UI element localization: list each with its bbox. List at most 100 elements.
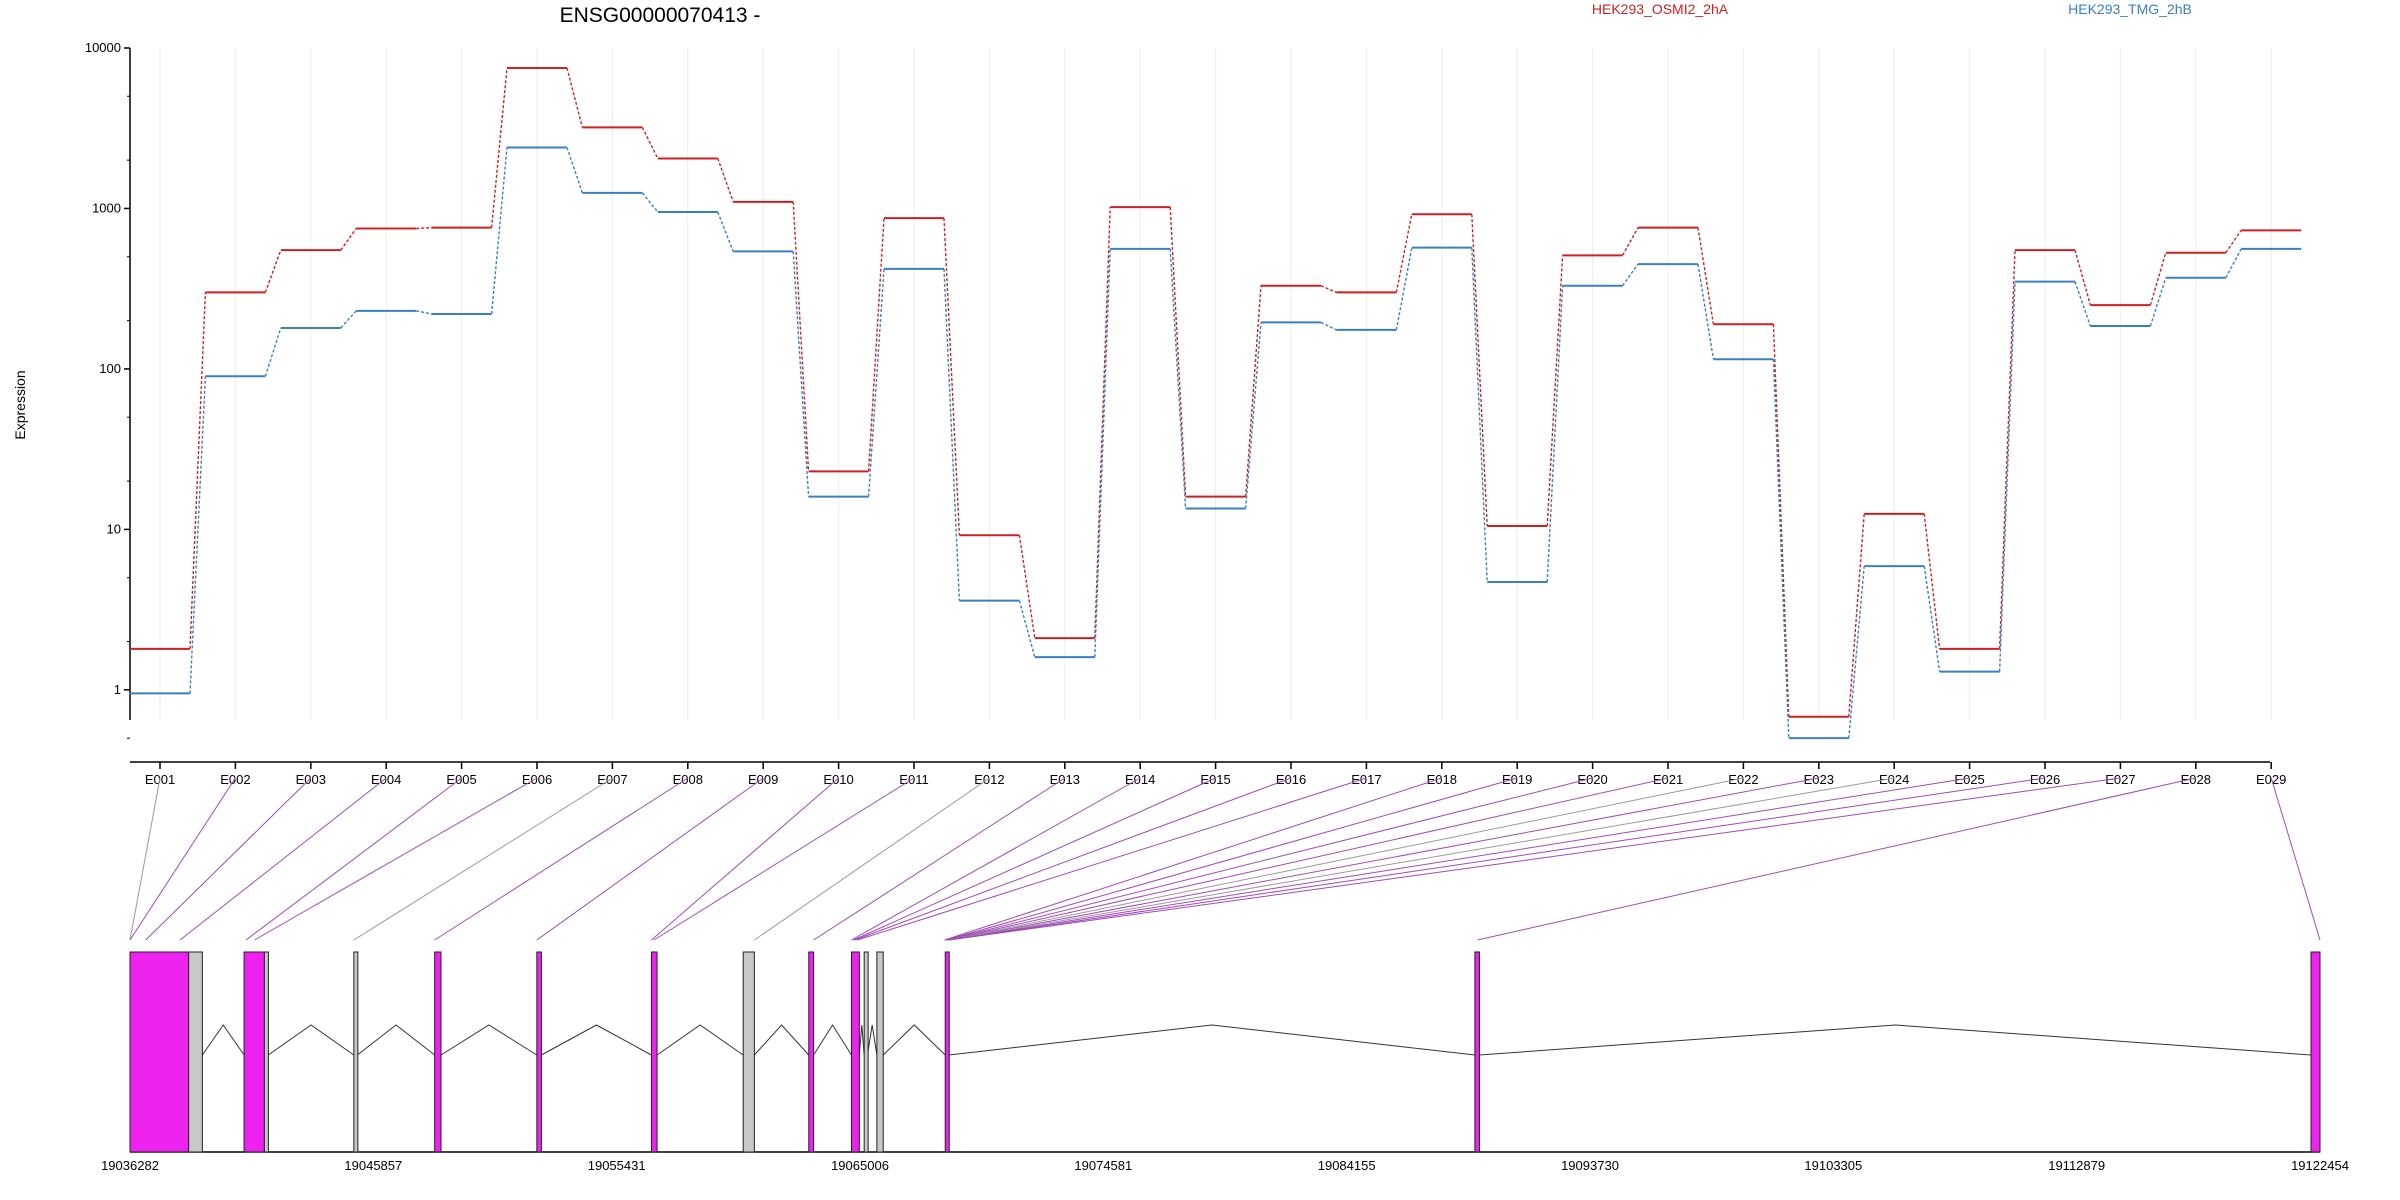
series-1-connector bbox=[416, 310, 432, 315]
series-1-connector bbox=[2149, 277, 2167, 327]
x-tick-label: E016 bbox=[1276, 772, 1306, 787]
series-1-connector bbox=[1546, 285, 1564, 583]
y-tick-label: 100 bbox=[99, 361, 121, 376]
exon-block bbox=[944, 951, 950, 1153]
series-1-connector bbox=[1244, 322, 1262, 509]
intron-chevron bbox=[858, 1024, 865, 1056]
exon-block bbox=[808, 951, 815, 1153]
series-0-connector bbox=[340, 228, 357, 251]
y-tick-label: 10 bbox=[107, 521, 121, 536]
series-1-connector bbox=[264, 327, 282, 377]
gene-model: 19036282 19045857 19055431 19065006 19074581… bbox=[101, 777, 2349, 1173]
exon-connector bbox=[245, 777, 462, 941]
series-1-connector bbox=[1018, 600, 1036, 658]
series-0-connector bbox=[1546, 255, 1564, 527]
series-0-connector bbox=[2149, 252, 2167, 306]
series-0-connector bbox=[641, 127, 659, 159]
gene-tick-label: 19122454 bbox=[2291, 1158, 2349, 1173]
series-0-connector bbox=[1923, 513, 1941, 649]
exon-connector bbox=[948, 777, 2121, 941]
x-tick-label: E006 bbox=[522, 772, 552, 787]
intron-block bbox=[863, 951, 869, 1153]
series-1-connector bbox=[1320, 321, 1337, 331]
series-0-connector bbox=[717, 158, 734, 203]
x-tick-label: E027 bbox=[2105, 772, 2135, 787]
gene-tick-label: 19036282 bbox=[101, 1158, 159, 1173]
series-0-connector bbox=[1320, 285, 1337, 294]
gene-tick-label: 19112879 bbox=[2048, 1158, 2105, 1173]
series-0-connector bbox=[566, 67, 584, 128]
series-0-connector bbox=[1244, 285, 1262, 497]
intron-chevron bbox=[866, 1024, 878, 1056]
series-0-connector bbox=[943, 218, 961, 536]
exon-connector bbox=[851, 777, 1141, 941]
series-0-connector bbox=[1094, 207, 1111, 639]
series-1-connector bbox=[1998, 281, 2016, 672]
y-tick-label: 10000 bbox=[85, 40, 121, 55]
series-1-connector bbox=[1094, 248, 1111, 658]
exon-connector bbox=[353, 777, 613, 941]
x-tick-label: E023 bbox=[1804, 772, 1834, 787]
x-tick-label: E003 bbox=[296, 772, 326, 787]
intron-chevron bbox=[948, 1024, 1475, 1056]
exon-connector bbox=[536, 777, 764, 941]
exon-connector bbox=[1477, 777, 2196, 941]
exon-connector bbox=[145, 777, 312, 941]
gene-tick-label: 19074581 bbox=[1074, 1158, 1132, 1173]
exon-connector bbox=[179, 777, 387, 941]
exon-connector bbox=[754, 777, 990, 941]
intron-block bbox=[742, 951, 755, 1153]
exon-block bbox=[536, 951, 542, 1153]
exon-block bbox=[434, 951, 442, 1153]
series-1-connector bbox=[189, 376, 207, 694]
series-1-connector bbox=[1395, 247, 1413, 331]
series-1-connector bbox=[867, 268, 885, 497]
intron-block bbox=[263, 951, 269, 1153]
exon-connector bbox=[853, 777, 1216, 941]
exon-connector bbox=[946, 777, 1593, 941]
intron-chevron bbox=[541, 1024, 652, 1056]
x-tick-label: E014 bbox=[1125, 772, 1155, 787]
series-0-connector bbox=[1697, 227, 1715, 325]
intron-block bbox=[353, 951, 359, 1153]
series-0-connector bbox=[1621, 227, 1639, 256]
series-0-connector bbox=[1018, 535, 1036, 639]
series-0-connector bbox=[1471, 214, 1488, 527]
series-0-connector bbox=[2074, 249, 2092, 306]
gene-tick-label: 19093730 bbox=[1561, 1158, 1619, 1173]
exon-connector bbox=[854, 777, 1292, 941]
series-0-connector bbox=[867, 218, 885, 472]
exon-connector bbox=[129, 777, 161, 941]
gene-tick-label: 19045857 bbox=[344, 1158, 402, 1173]
gene-tick-label: 19084155 bbox=[1318, 1158, 1376, 1173]
gene-tick-label: 19065006 bbox=[831, 1158, 889, 1173]
exon-connector bbox=[813, 777, 1066, 941]
chart-title: ENSG00000070413 - bbox=[560, 4, 761, 27]
exon-block bbox=[243, 951, 265, 1153]
exon-connector bbox=[944, 777, 1442, 941]
series-0-connector bbox=[189, 292, 207, 649]
series-0-connector bbox=[264, 249, 282, 293]
x-tick-label: E020 bbox=[1577, 772, 1607, 787]
exon-block bbox=[850, 951, 860, 1153]
x-tick-label: E017 bbox=[1351, 772, 1381, 787]
x-tick-label: E004 bbox=[371, 772, 401, 787]
exon-connector bbox=[653, 777, 915, 941]
series-1-connector bbox=[792, 251, 810, 497]
series-0-connector bbox=[1169, 207, 1187, 497]
series-1-connector bbox=[641, 192, 659, 213]
intron-block bbox=[188, 951, 203, 1153]
exon-connector bbox=[651, 777, 839, 941]
x-tick-label: E005 bbox=[446, 772, 476, 787]
series-0-connector bbox=[2225, 229, 2242, 254]
series-0-connector bbox=[1395, 214, 1413, 293]
exon-connector bbox=[948, 777, 1970, 941]
series-1-connector bbox=[1697, 264, 1715, 360]
y-axis-label: Expression bbox=[12, 370, 28, 439]
series-1-connector bbox=[1471, 247, 1488, 583]
exon-block bbox=[1474, 951, 1480, 1153]
y-tick-label: 1000 bbox=[92, 200, 121, 215]
series-1-connector bbox=[2074, 281, 2092, 327]
series-1-connector bbox=[566, 147, 584, 194]
